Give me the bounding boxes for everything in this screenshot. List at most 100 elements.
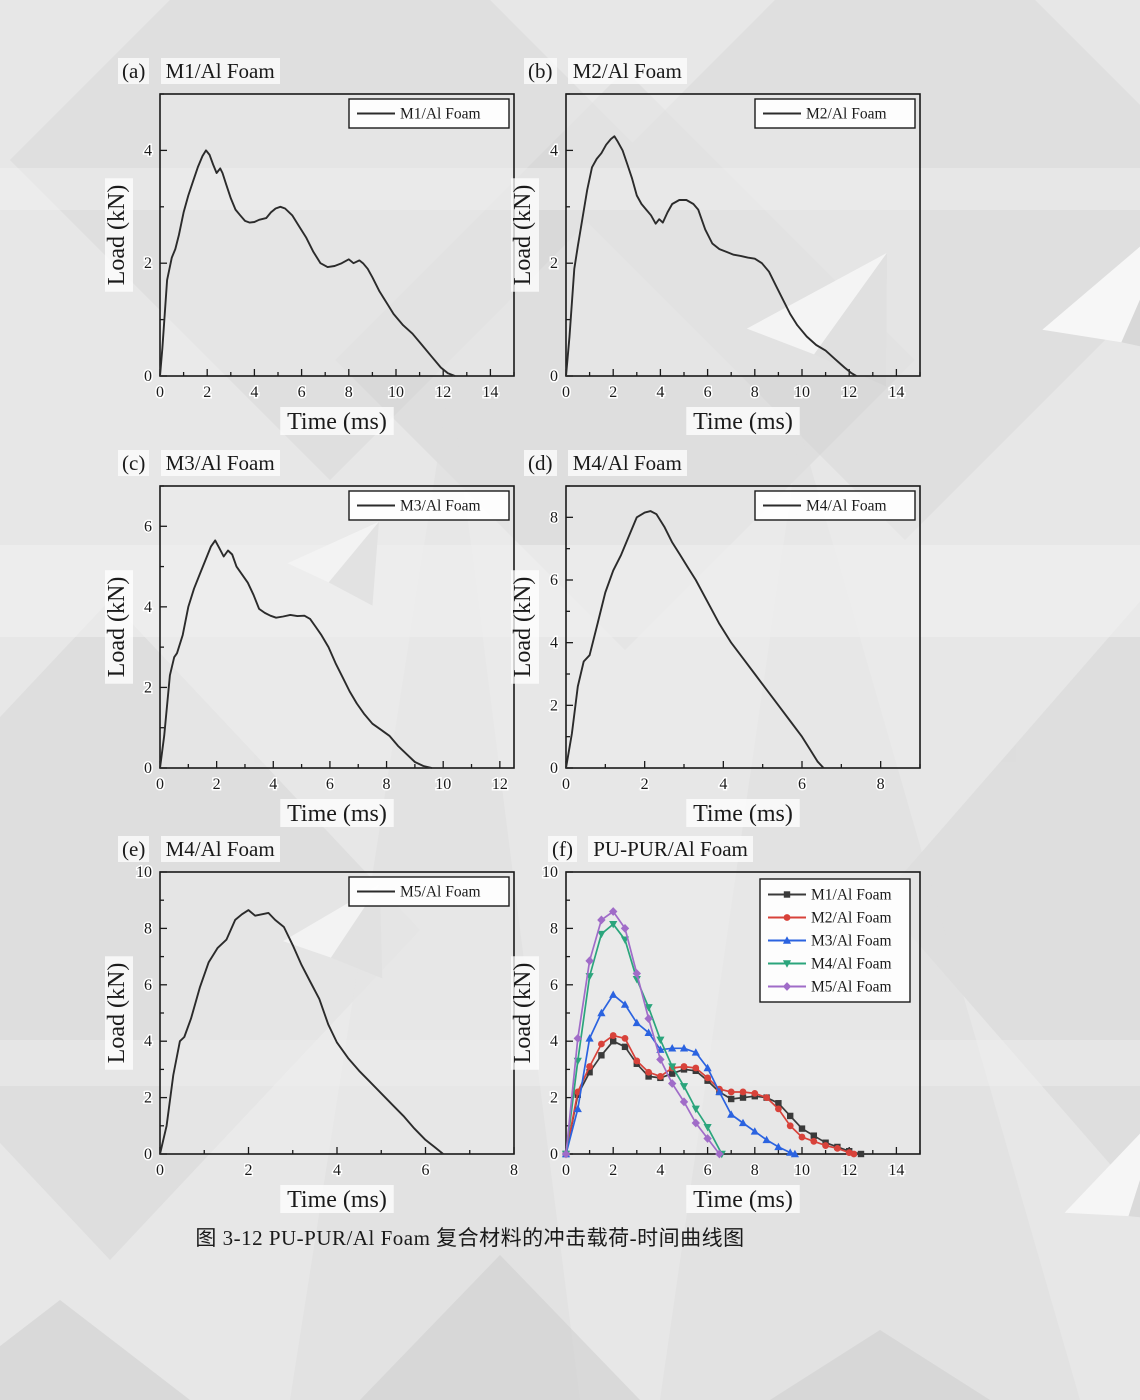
x-axis-label: Time (ms) [287,801,387,827]
svg-text:10: 10 [794,384,810,401]
y-axis-label-patch [511,570,539,684]
plot-frame [565,485,921,769]
series-line-M5/Al Foam [159,909,444,1155]
svg-text:4: 4 [144,1033,152,1050]
svg-text:8: 8 [144,920,152,937]
panel-f-title: PU-PUR/Al Foam [588,836,753,862]
legend-label-M5/Al Foam: M5/Al Foam [811,979,892,996]
series-line-M1/Al Foam [159,149,456,377]
series-line-M5/Al Foam [565,910,721,1155]
y-axis-label: Load (kN) [104,963,130,1064]
chart-b-svg: 0 2 4 6 8 10 12 14 0 2 4 Time (ms) Load (kN) M2/Al Fo… [510,93,921,435]
svg-text:2: 2 [144,255,152,272]
series-group [561,907,865,1159]
svg-text:4: 4 [250,384,258,401]
legend: M1/Al Foam M2/Al Foam M3/Al Foam M4/Al Foam… [759,878,911,1003]
svg-text:10: 10 [388,384,404,401]
y-axis-label: Load (kN) [104,185,130,286]
svg-text:0: 0 [550,1146,558,1163]
x-axis-label: Time (ms) [287,409,387,435]
svg-text:0: 0 [156,384,164,401]
plot-area [160,872,514,1154]
legend-label-M1/Al Foam: M1/Al Foam [811,887,892,904]
legend-label-M5/Al Foam: M5/Al Foam [400,884,481,901]
panel-f-header: (f) PU-PUR/Al Foam [508,834,940,864]
svg-text:0: 0 [562,384,570,401]
panel-e-title: M4/Al Foam [160,836,280,862]
svg-text:6: 6 [798,776,806,793]
svg-text:2: 2 [550,255,558,272]
svg-text:12: 12 [841,384,857,401]
series-group [159,909,444,1155]
svg-text:8: 8 [550,920,558,937]
y-axis-label-patch [511,956,539,1070]
svg-text:6: 6 [704,384,712,401]
legend-label-M2/Al Foam: M2/Al Foam [806,106,887,123]
svg-text:6: 6 [422,1162,430,1179]
panel-d: (d) M4/Al Foam 0 2 4 6 8 0 2 4 6 8 Time (ms) Load (… [508,448,940,830]
svg-text:4: 4 [269,776,277,793]
legend: M5/Al Foam [348,876,510,907]
legend-label-M3/Al Foam: M3/Al Foam [400,498,481,515]
svg-text:2: 2 [203,384,211,401]
panel-d-label: (d) [524,450,557,476]
background-diamonds-bottom [0,1255,990,1400]
svg-text:6: 6 [326,776,334,793]
x-axis-label-patch [686,1185,800,1213]
y-axis-label: Load (kN) [510,577,536,678]
y-axis-label-patch [511,178,539,292]
panel-b-label: (b) [524,58,557,84]
svg-text:6: 6 [550,572,558,589]
svg-text:2: 2 [641,776,649,793]
svg-text:0: 0 [144,368,152,385]
legend: M4/Al Foam [754,490,916,521]
svg-text:6: 6 [144,977,152,994]
svg-text:4: 4 [550,1033,558,1050]
svg-text:6: 6 [298,384,306,401]
y-axis-label-patch [105,178,133,292]
chart-c: 0 2 4 6 8 10 12 0 2 4 6 Time (ms) Load (kN) M3/Al Foa… [102,478,534,830]
panel-a-header: (a) M1/Al Foam [102,56,534,86]
svg-text:8: 8 [751,384,759,401]
svg-text:4: 4 [333,1162,341,1179]
svg-text:0: 0 [562,1162,570,1179]
svg-text:12: 12 [841,1162,857,1179]
chart-e: 0 2 4 6 8 0 2 4 6 8 10 Time (ms) Load (kN) M5/Al Foam [102,863,534,1216]
panel-e-label: (e) [118,836,150,862]
paper-plane-motif-3 [287,521,379,606]
svg-text:0: 0 [550,760,558,777]
legend-label-M3/Al Foam: M3/Al Foam [811,933,892,950]
x-axis-label: Time (ms) [693,409,793,435]
chart-d: 0 2 4 6 8 0 2 4 6 8 Time (ms) Load (kN) M4/Al Foam [508,478,940,830]
svg-text:8: 8 [550,509,558,526]
plot-frame [565,93,921,377]
y-axis-label-patch [105,956,133,1070]
svg-text:4: 4 [144,599,152,616]
x-axis-label-patch [280,407,394,435]
series-group [565,510,825,769]
panel-c-label: (c) [118,450,150,476]
axis-ticks [159,93,515,377]
x-axis-label: Time (ms) [693,801,793,827]
svg-text:8: 8 [877,776,885,793]
paper-plane-motif-1 [746,252,888,387]
series-markers-M2/Al Foam [562,1032,858,1158]
svg-text:6: 6 [550,977,558,994]
tick-labels: 0 2 4 6 8 0 2 4 6 8 [549,508,887,795]
tick-labels: 0 2 4 6 8 0 2 4 6 8 10 [135,863,520,1181]
legend-label-M4/Al Foam: M4/Al Foam [806,498,887,515]
series-markers-M3/Al Foam [561,990,800,1158]
svg-text:2: 2 [550,1090,558,1107]
x-axis-label-patch [280,1185,394,1213]
x-axis-label-patch [686,407,800,435]
svg-text:2: 2 [609,384,617,401]
plot-area [160,94,514,376]
plot-area [160,486,514,768]
svg-text:8: 8 [751,1162,759,1179]
series-line-M4/Al Foam [565,510,825,769]
svg-text:6: 6 [144,518,152,535]
svg-text:2: 2 [144,1090,152,1107]
background-bands [0,168,1140,1086]
paper-plane-motif-5 [1064,1110,1140,1224]
series-group [159,149,456,377]
